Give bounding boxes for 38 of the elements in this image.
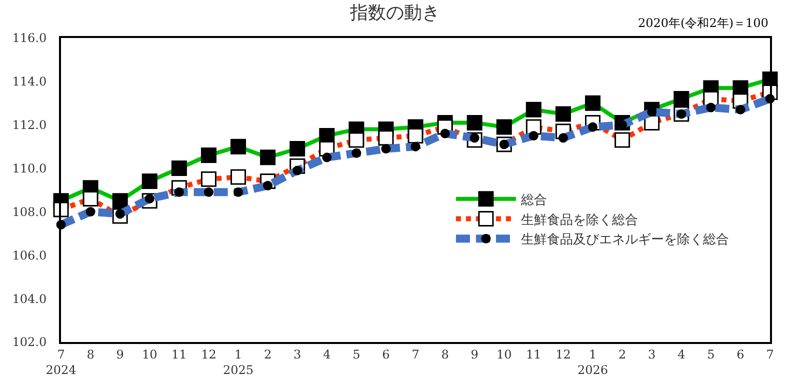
- x-tick-label: 12: [556, 347, 571, 362]
- x-tick-label: 4: [323, 347, 332, 362]
- y-tick-label: 110.0: [12, 161, 47, 176]
- x-tick-label: 11: [526, 347, 542, 362]
- chart-title: 指数の動き: [349, 2, 440, 24]
- x-tick-label: 11: [172, 347, 187, 362]
- x-tick-label: 1 2026: [577, 347, 608, 377]
- y-tick-label: 116.0: [12, 31, 47, 46]
- x-tick-label: 7: [412, 347, 420, 362]
- x-tick-label: 6: [382, 347, 390, 362]
- x-tick-label: 2: [264, 347, 272, 362]
- x-tick-label: 8: [441, 347, 449, 362]
- x-tick-label: 6: [736, 347, 744, 362]
- x-tick-label: 7: [766, 347, 774, 362]
- x-tick-label: 1 2025: [222, 347, 254, 377]
- x-tick-label: 2: [618, 347, 626, 362]
- x-tick-label: 10: [496, 347, 512, 362]
- y-tick-label: 102.0: [12, 335, 47, 350]
- legend-label: 総合: [520, 192, 547, 208]
- x-tick-label: 9: [116, 347, 124, 362]
- x-tick-label: 5: [352, 347, 360, 362]
- x-tick-label: 10: [142, 347, 158, 362]
- y-tick-label: 114.0: [12, 74, 47, 89]
- x-tick-label: 9: [470, 347, 478, 362]
- x-tick-label: 3: [648, 347, 656, 362]
- x-tick-label: 3: [294, 347, 302, 362]
- y-tick-label: 106.0: [12, 248, 47, 262]
- x-tick-label: 8: [86, 347, 94, 362]
- chart-subtitle: 2020年(令和2年)＝100: [638, 16, 768, 30]
- x-tick-label: 4: [678, 347, 686, 362]
- y-tick-label: 104.0: [12, 292, 47, 306]
- x-tick-label: 7 2024: [46, 347, 77, 377]
- x-tick-label: 12: [201, 347, 216, 362]
- legend-label: 生鮮食品及びエネルギーを除く総合: [520, 232, 729, 248]
- x-tick-label: 5: [707, 347, 715, 362]
- y-tick-label: 112.0: [12, 118, 47, 132]
- y-tick-label: 108.0: [12, 204, 47, 219]
- legend-label: 生鮮食品を除く総合: [520, 212, 638, 228]
